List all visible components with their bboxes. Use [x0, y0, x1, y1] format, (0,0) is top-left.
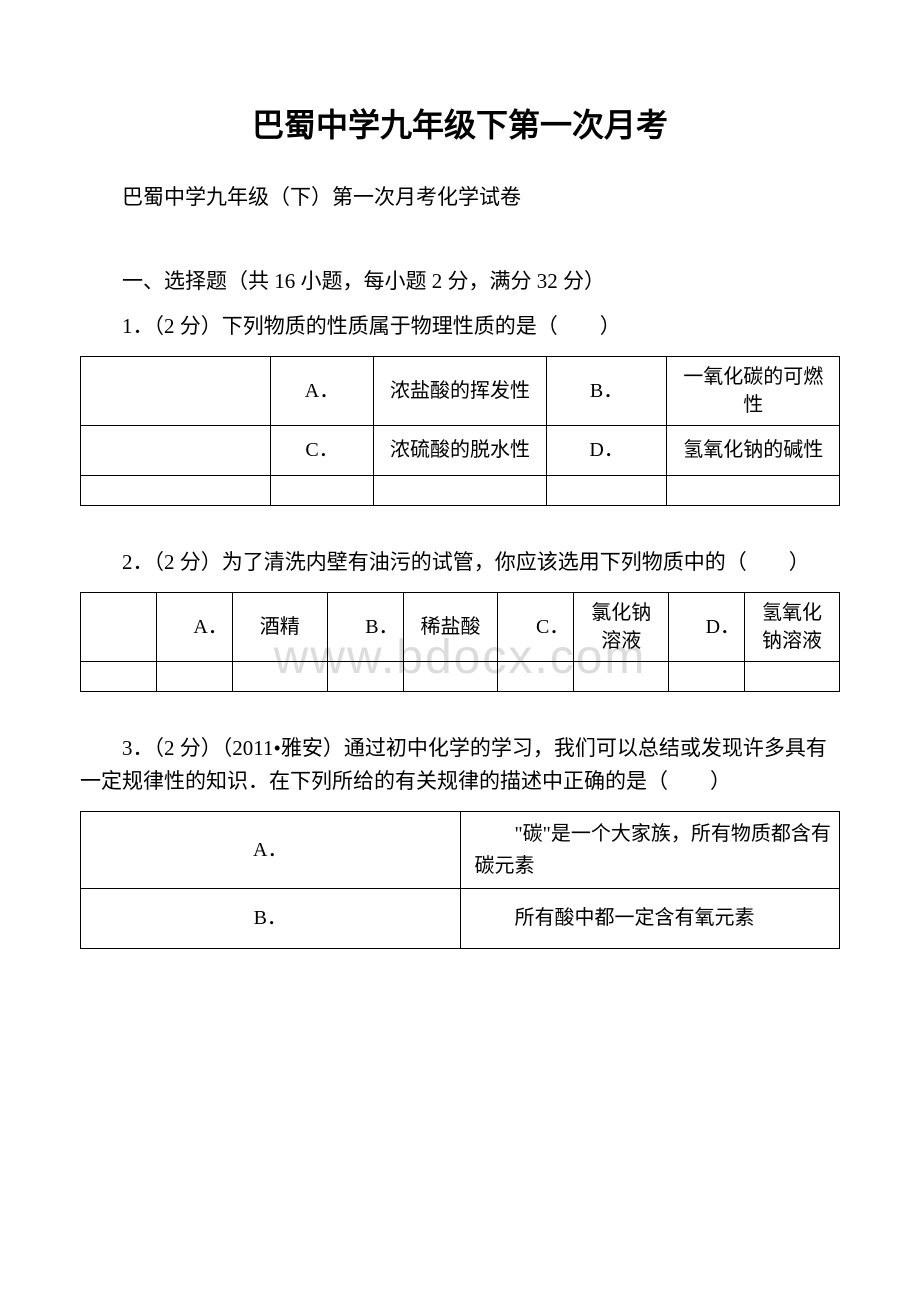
- cell-option-label: A．: [270, 356, 374, 425]
- cell-empty: [156, 661, 232, 691]
- cell-option-label: A．: [81, 811, 461, 888]
- cell-option-label: D．: [669, 592, 745, 661]
- section-header: 一、选择题（共 16 小题，每小题 2 分，满分 32 分）: [80, 265, 840, 299]
- cell-option-label: A．: [156, 592, 232, 661]
- cell-option-label: C．: [498, 592, 574, 661]
- table-row: A． "碳"是一个大家族，所有物质都含有碳元素: [81, 811, 840, 888]
- cell-empty: [667, 475, 840, 505]
- cell-empty: [574, 661, 669, 691]
- cell-option-label: C．: [270, 425, 374, 475]
- cell-option-text: 浓硫酸的脱水性: [374, 425, 547, 475]
- question-1-text: 1．（2 分）下列物质的性质属于物理性质的是（ ）: [80, 310, 840, 344]
- cell-option-label: B．: [81, 888, 461, 948]
- document-subtitle: 巴蜀中学九年级（下）第一次月考化学试卷: [80, 181, 840, 215]
- table-row: A． 浓盐酸的挥发性 B． 一氧化碳的可燃性: [81, 356, 840, 425]
- cell-empty: [270, 475, 374, 505]
- cell-empty: [669, 661, 745, 691]
- cell-empty: [327, 661, 403, 691]
- cell-empty: [498, 661, 574, 691]
- cell-option-text: 氯化钠溶液: [574, 592, 669, 661]
- cell-option-text: 氢氧化钠的碱性: [667, 425, 840, 475]
- cell-option-text: 稀盐酸: [403, 592, 498, 661]
- cell-option-text: 酒精: [232, 592, 327, 661]
- cell-option-text: 所有酸中都一定含有氧元素: [460, 888, 840, 948]
- cell-empty: [81, 661, 157, 691]
- cell-empty: [374, 475, 547, 505]
- table-row: A． 酒精 B． 稀盐酸 C． 氯化钠溶液 D． 氢氧化钠溶液: [81, 592, 840, 661]
- cell-empty: [546, 475, 667, 505]
- question-1-table: A． 浓盐酸的挥发性 B． 一氧化碳的可燃性 C． 浓硫酸的脱水性 D． 氢氧化…: [80, 356, 840, 506]
- table-row: B． 所有酸中都一定含有氧元素: [81, 888, 840, 948]
- question-3-table: A． "碳"是一个大家族，所有物质都含有碳元素 B． 所有酸中都一定含有氧元素: [80, 811, 840, 949]
- table-row: C． 浓硫酸的脱水性 D． 氢氧化钠的碱性: [81, 425, 840, 475]
- question-2-text: 2．（2 分）为了清洗内壁有油污的试管，你应该选用下列物质中的（ ）: [80, 546, 840, 580]
- cell-option-label: B．: [546, 356, 667, 425]
- cell-option-text: 浓盐酸的挥发性: [374, 356, 547, 425]
- cell-empty: [232, 661, 327, 691]
- document-title: 巴蜀中学九年级下第一次月考: [80, 100, 840, 151]
- cell-empty: [81, 356, 271, 425]
- cell-option-text: 氢氧化钠溶液: [745, 592, 840, 661]
- cell-empty: [745, 661, 840, 691]
- cell-empty: [81, 592, 157, 661]
- cell-empty: [81, 475, 271, 505]
- cell-option-text: "碳"是一个大家族，所有物质都含有碳元素: [460, 811, 840, 888]
- document-content: 巴蜀中学九年级下第一次月考 巴蜀中学九年级（下）第一次月考化学试卷 一、选择题（…: [80, 100, 840, 949]
- cell-option-label: D．: [546, 425, 667, 475]
- cell-empty: [403, 661, 498, 691]
- cell-option-text: 一氧化碳的可燃性: [667, 356, 840, 425]
- question-3-text: 3．（2 分）（2011•雅安）通过初中化学的学习，我们可以总结或发现许多具有一…: [80, 732, 840, 799]
- question-2-table: A． 酒精 B． 稀盐酸 C． 氯化钠溶液 D． 氢氧化钠溶液: [80, 592, 840, 692]
- table-row: [81, 661, 840, 691]
- cell-option-label: B．: [327, 592, 403, 661]
- table-row: [81, 475, 840, 505]
- cell-empty: [81, 425, 271, 475]
